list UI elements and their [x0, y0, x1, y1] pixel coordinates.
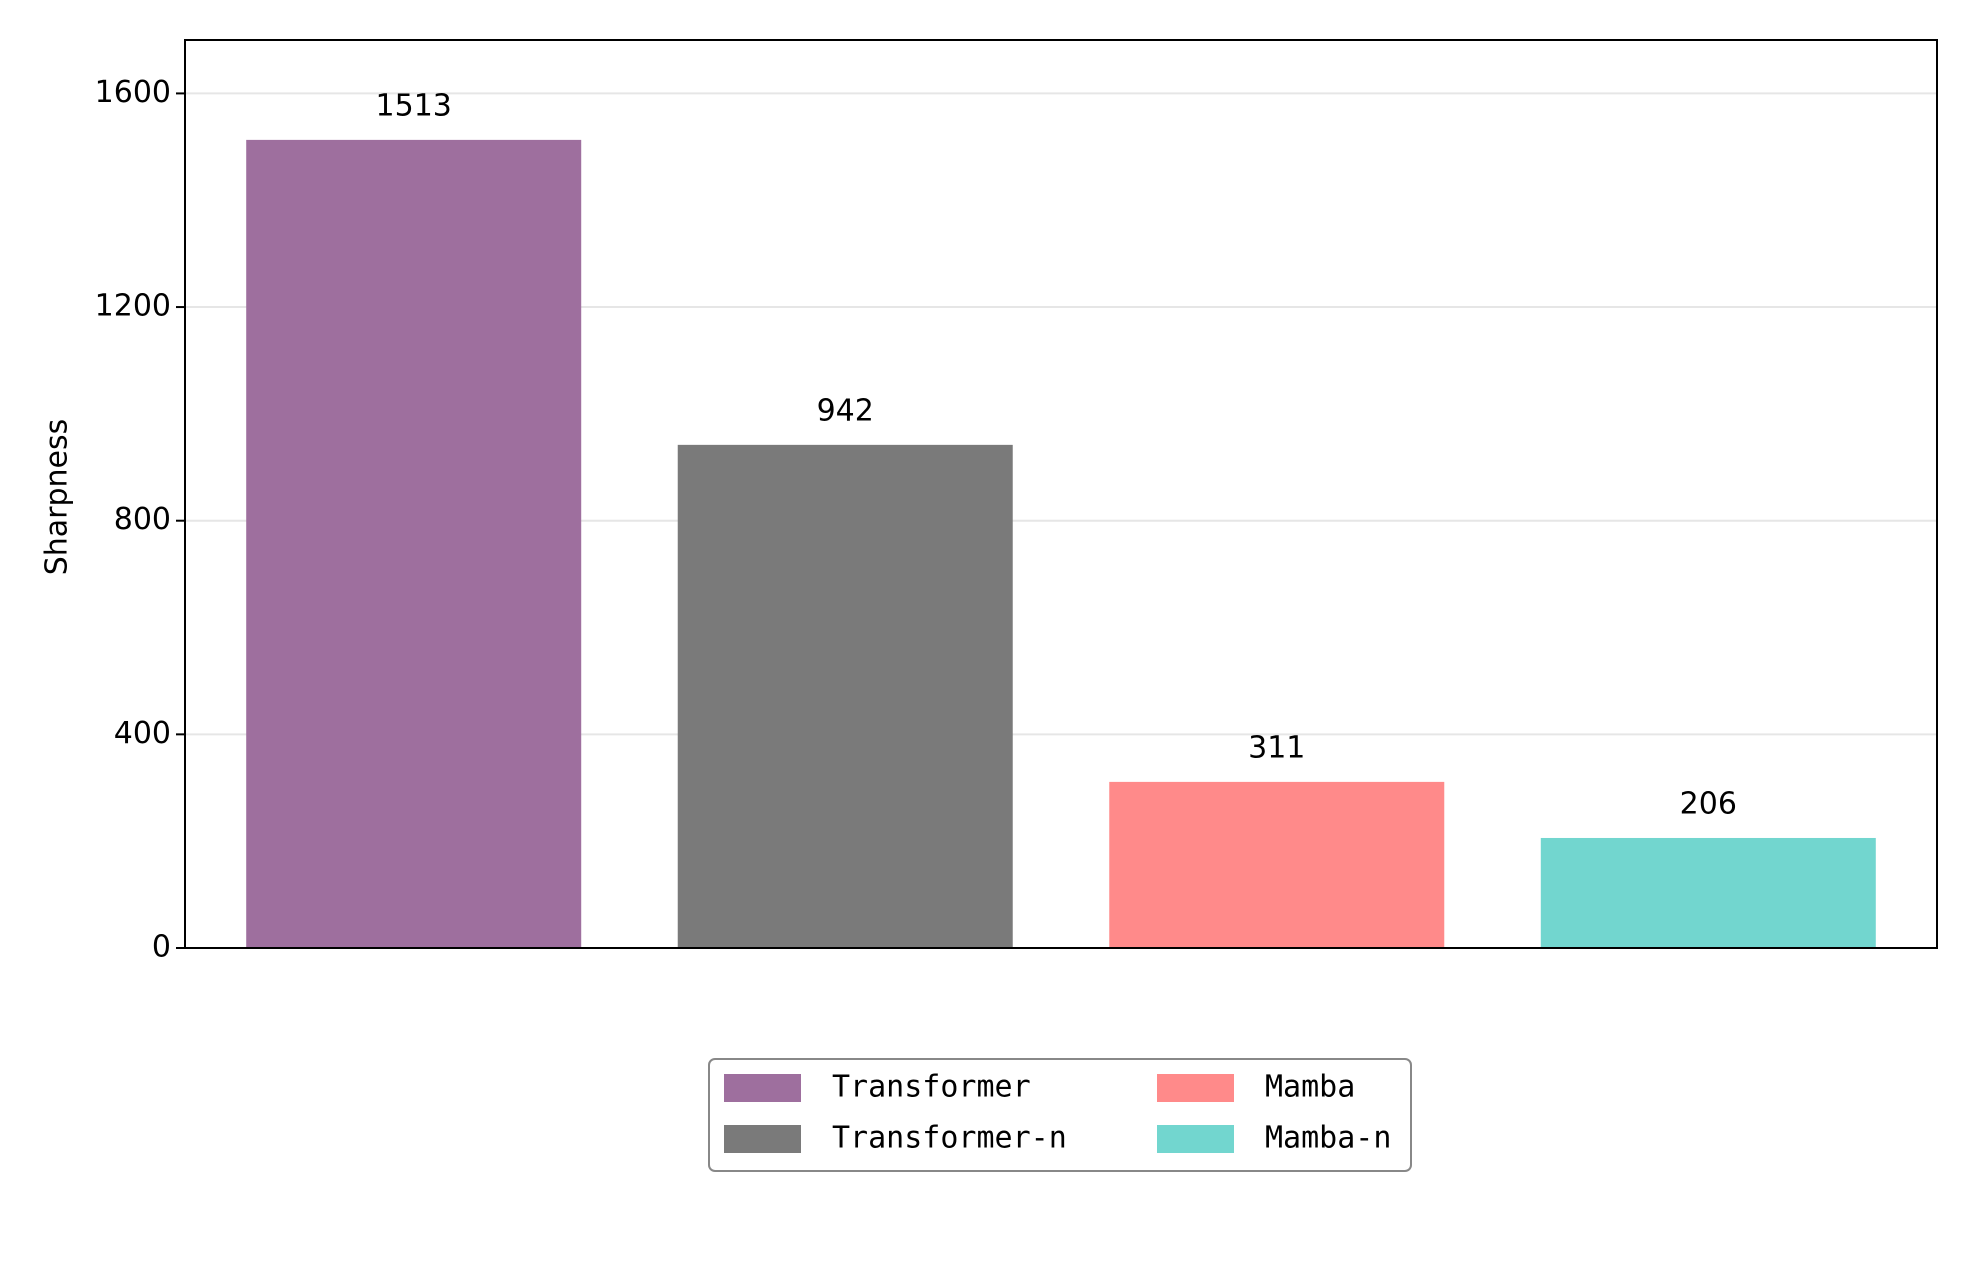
- bar: [1109, 781, 1445, 948]
- legend-swatch: [724, 1125, 801, 1153]
- bar: [677, 444, 1013, 948]
- legend-label: Mamba-n: [1265, 1121, 1391, 1156]
- legend-swatch: [1157, 1074, 1234, 1102]
- data-label: 942: [817, 393, 874, 428]
- y-axis-label: Sharpness: [40, 419, 75, 576]
- y-tick-label: 1200: [95, 289, 171, 324]
- y-tick-label: 0: [152, 930, 171, 965]
- legend-label: Mamba: [1265, 1070, 1355, 1105]
- y-tick-label: 1600: [95, 75, 171, 110]
- data-label: 311: [1248, 730, 1305, 765]
- data-label: 1513: [376, 88, 452, 123]
- y-tick-label: 800: [114, 502, 171, 537]
- bar: [246, 139, 582, 948]
- legend-label: Transformer: [832, 1070, 1031, 1105]
- legend-swatch: [724, 1074, 801, 1102]
- plot-frame: [184, 39, 1938, 949]
- legend-swatch: [1157, 1125, 1234, 1153]
- y-tick-label: 400: [114, 716, 171, 751]
- data-label: 206: [1680, 786, 1737, 821]
- legend-box: [708, 1058, 1412, 1172]
- legend-label: Transformer-n: [832, 1121, 1067, 1156]
- bar: [1540, 837, 1876, 948]
